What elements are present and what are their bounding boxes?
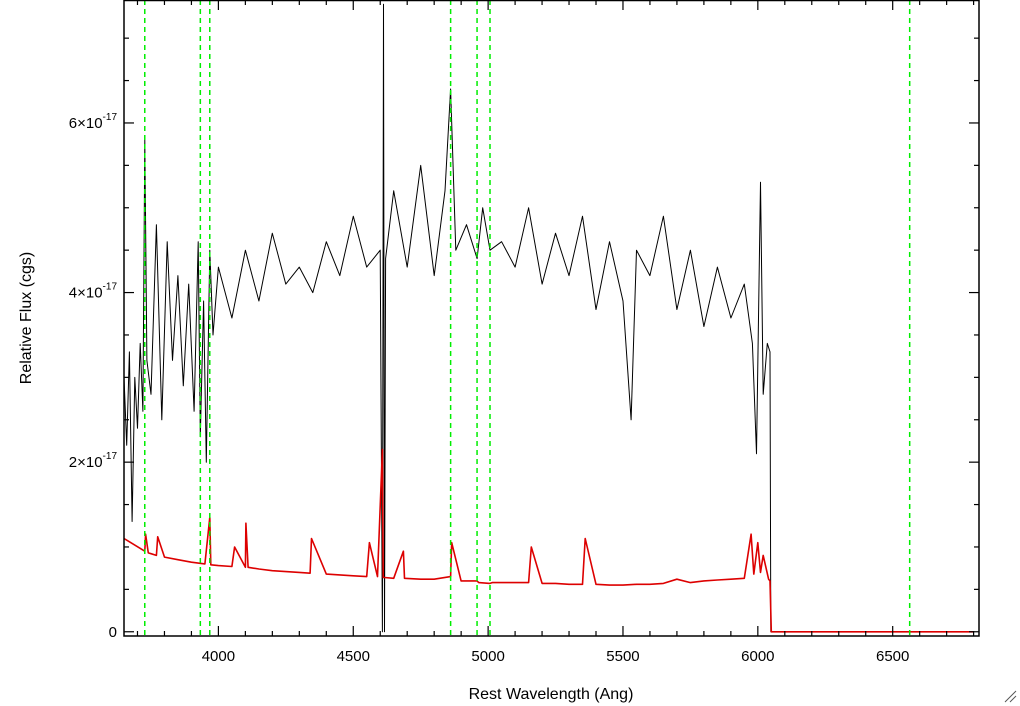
y-tick-label: 6×10-17 bbox=[69, 112, 118, 132]
x-tick-label: 6000 bbox=[741, 648, 774, 665]
x-axis-ticks: 4000 4500 5000 5500 6000 6500 bbox=[136, 0, 975, 665]
spectrum-layer bbox=[124, 3, 974, 633]
x-tick-label: 4000 bbox=[202, 648, 235, 665]
y-tick-label: 2×10-17 bbox=[69, 451, 118, 471]
plot-frame bbox=[123, 0, 980, 637]
plot-border bbox=[123, 0, 980, 637]
y-axis-label: Relative Flux (cgs) bbox=[18, 252, 35, 384]
model-spectrum-line bbox=[124, 448, 974, 633]
x-tick-label: 5000 bbox=[471, 648, 504, 665]
y-tick-label: 0 bbox=[109, 624, 117, 641]
x-tick-label: 6500 bbox=[876, 648, 909, 665]
x-tick-label: 4500 bbox=[337, 648, 370, 665]
y-tick-label: 4×10-17 bbox=[69, 282, 118, 302]
emission-line-markers bbox=[144, 0, 911, 636]
x-axis-label: Rest Wavelength (Ang) bbox=[469, 686, 634, 703]
x-tick-label: 5500 bbox=[606, 648, 639, 665]
resize-grip-icon[interactable] bbox=[1003, 689, 1017, 703]
observed-spectrum-line bbox=[124, 3, 974, 633]
y-axis-ticks: 0 2×10-17 4×10-17 6×10-17 bbox=[69, 37, 979, 641]
